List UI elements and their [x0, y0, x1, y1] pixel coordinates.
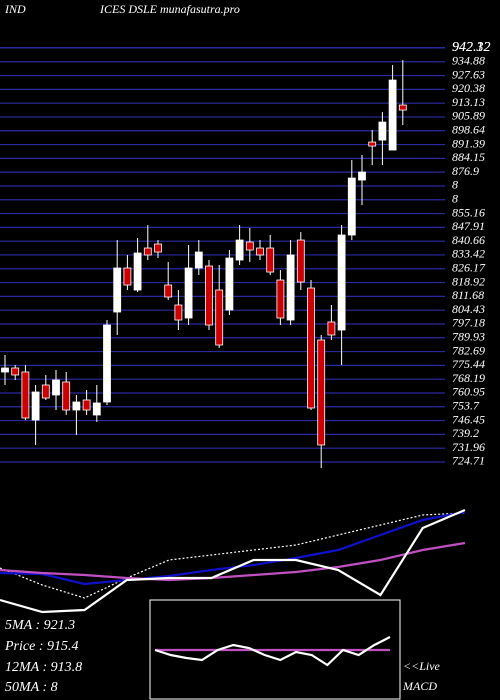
y-tick-label: 920.38	[452, 81, 485, 95]
candle-body	[21, 371, 30, 419]
y-tick-label: 753.7	[452, 399, 480, 413]
candle-body	[368, 141, 377, 147]
candle-body	[113, 267, 122, 313]
y-tick-label: 768.19	[452, 371, 485, 385]
y-tick-label: 942.32	[452, 40, 491, 55]
y-tick-label: 789.93	[452, 330, 485, 344]
y-tick-label: 884.15	[452, 150, 485, 164]
candle-body	[347, 177, 356, 236]
y-tick-label: 782.69	[452, 343, 485, 357]
candle-body	[82, 399, 91, 411]
y-tick-label: 840.66	[452, 233, 485, 247]
candle-body	[41, 384, 50, 399]
title: IND	[4, 2, 26, 16]
candle-body	[327, 321, 336, 336]
y-tick-label: 797.18	[452, 316, 485, 330]
candle-body	[256, 247, 264, 256]
candle-body	[1, 367, 9, 373]
candle-body	[276, 279, 285, 319]
candle-body	[245, 241, 254, 251]
y-tick-label: 833.42	[452, 247, 485, 261]
candle-body	[235, 239, 244, 261]
y-tick-label: 855.16	[452, 205, 485, 219]
y-tick-label: 898.64	[452, 123, 485, 137]
y-tick-label: 891.39	[452, 136, 485, 150]
candle-body	[11, 367, 20, 376]
indicator-line	[0, 512, 466, 599]
candle-body	[358, 171, 366, 181]
y-tick-label: 8	[452, 192, 458, 206]
candle-body	[398, 104, 407, 111]
y-tick-label: 760.95	[452, 385, 485, 399]
candle-body	[174, 304, 183, 321]
candle-body	[194, 251, 203, 269]
candle-body	[205, 265, 213, 326]
candle-body	[123, 267, 132, 286]
candle-body	[225, 257, 234, 311]
info-label: Price : 915.4	[4, 639, 78, 654]
y-tick-label: 847.91	[452, 219, 485, 233]
y-tick-label: 811.68	[452, 288, 484, 302]
macd-title: MACD	[402, 679, 437, 693]
y-tick-label: 724.71	[452, 454, 485, 468]
candle-body	[337, 234, 346, 331]
candle-body	[286, 254, 295, 321]
candle-body	[143, 247, 152, 256]
y-tick-label: 818.92	[452, 274, 485, 288]
candle-body	[154, 243, 162, 253]
candle-body	[103, 324, 111, 403]
y-tick-label: 804.43	[452, 302, 485, 316]
y-tick-label: 876.9	[452, 164, 479, 178]
candle-body	[31, 391, 40, 421]
y-tick-label: 739.2	[452, 426, 479, 440]
y-tick-label: 942.12	[452, 40, 491, 55]
candle-body	[307, 287, 315, 409]
candle-body	[215, 289, 224, 346]
y-tick-label: 934.88	[452, 53, 485, 67]
y-tick-label: 826.17	[452, 261, 486, 275]
candle-body	[378, 121, 387, 141]
indicator-line	[154, 636, 391, 667]
candle-body	[92, 402, 101, 416]
y-tick-label: 8	[452, 178, 458, 192]
info-label: 5MA : 921.3	[5, 618, 75, 633]
y-tick-label: 927.63	[452, 67, 485, 81]
candle-body	[317, 339, 326, 446]
candle-body	[62, 381, 71, 411]
candle-body	[296, 239, 305, 283]
y-tick-label: 905.89	[452, 109, 485, 123]
live-label: <<Live	[403, 659, 441, 673]
y-tick-label: 913.13	[452, 95, 485, 109]
indicator-line	[0, 510, 466, 586]
indicator-line	[0, 508, 466, 614]
indicator-line	[0, 541, 466, 582]
y-tick-label: 731.96	[452, 440, 485, 454]
y-tick-label: 746.45	[452, 412, 485, 426]
candle-body	[184, 267, 193, 319]
y-tick-label: 775.44	[452, 357, 485, 371]
info-label: 12MA : 913.8	[5, 660, 82, 675]
candle-body	[72, 401, 81, 411]
macd-box	[149, 599, 401, 700]
candle-body	[266, 247, 275, 273]
candle-body	[133, 252, 142, 291]
info-label: 50MA : 8	[5, 680, 58, 695]
candle-body	[164, 284, 173, 298]
candle-body	[52, 379, 60, 396]
candle-body	[388, 79, 397, 151]
subtitle: ICES DSLE munafasutra.pro	[99, 2, 240, 16]
